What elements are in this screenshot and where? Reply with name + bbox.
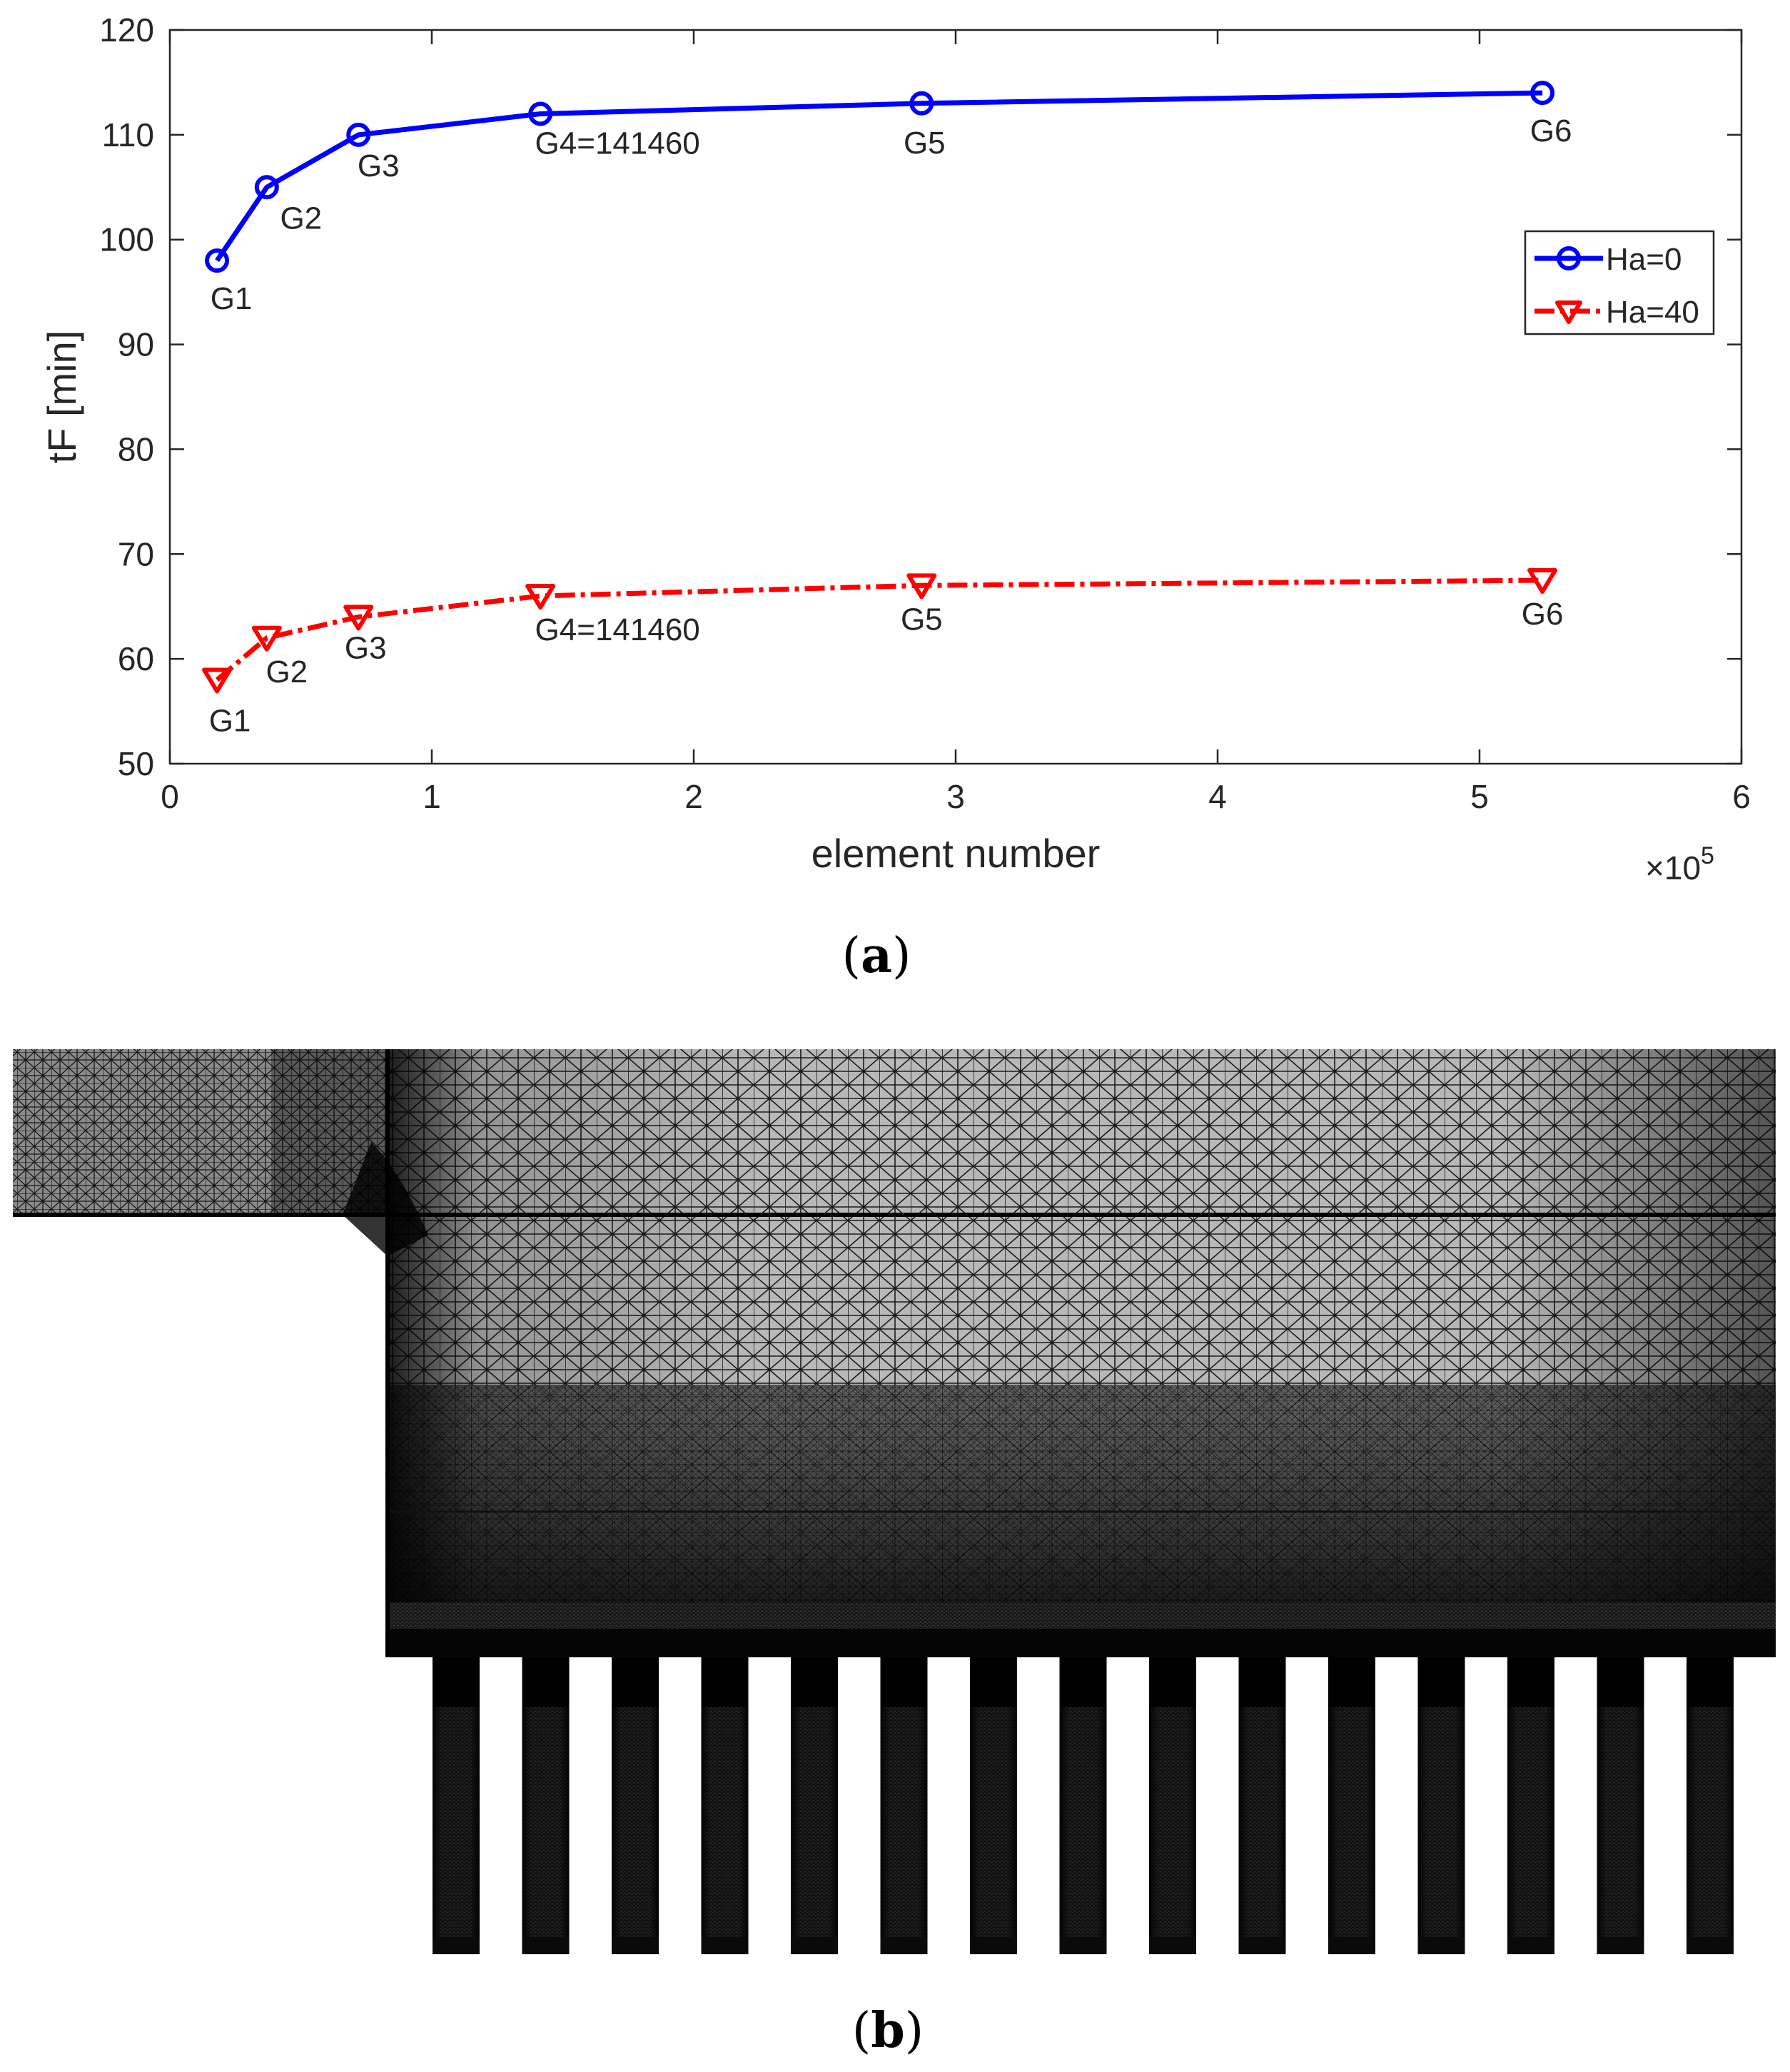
caption-b-letter: b: [871, 2002, 905, 2059]
marker-triangle: [906, 573, 937, 600]
y-tick-label: 120: [99, 11, 154, 49]
x-tick-label: 4: [1208, 778, 1227, 815]
mesh-fin-tip: [1059, 1937, 1107, 1954]
y-tick-label: 50: [118, 745, 154, 782]
point-label: G4=141460: [535, 612, 700, 647]
point-label: G5: [904, 126, 946, 161]
mesh-fin-tip: [433, 1937, 480, 1954]
point-label: G5: [901, 602, 943, 637]
series-line-0: [215, 90, 1543, 263]
x-tick-label: 0: [161, 778, 179, 815]
mesh-fin-root: [880, 1657, 928, 1707]
x-axis-label: element number: [811, 831, 1101, 876]
plot-area: [168, 29, 1743, 765]
mesh-fin-root: [791, 1657, 838, 1707]
mesh-fin-tip: [880, 1937, 928, 1954]
marker-circle: [528, 101, 553, 126]
mesh-fin-root: [612, 1657, 659, 1707]
mesh-fin-tip: [1149, 1937, 1196, 1954]
mesh-fin-tip: [701, 1937, 749, 1954]
legend-box: [1524, 230, 1715, 335]
y-tick-label: 100: [99, 221, 154, 258]
x-tick-label: 6: [1732, 778, 1751, 815]
mesh-fin-tip: [1238, 1937, 1286, 1954]
mesh-image: [13, 1049, 1776, 1954]
point-label: G6: [1522, 597, 1564, 632]
mesh-corner-dark: [343, 1142, 428, 1256]
mesh-fin-tip: [791, 1937, 838, 1954]
x-tick-label: 2: [684, 778, 703, 815]
x-tick-label: 1: [423, 778, 441, 815]
axis-ticks: 0 1 2 3 4 5 6 50 60 70 80 90 100 110 120: [99, 11, 1751, 815]
mesh-fin-root: [1597, 1657, 1644, 1707]
mesh-fin-tip: [522, 1937, 570, 1954]
point-label: G1: [209, 704, 251, 739]
marker-circle: [909, 91, 934, 116]
y-tick-label: 90: [118, 326, 154, 363]
legend-label-ha40: Ha=40: [1606, 295, 1699, 330]
marker-circle: [346, 122, 371, 147]
point-label: G2: [266, 655, 308, 689]
mesh-fin-tip: [612, 1937, 659, 1954]
x-exponent-label: ×105: [1645, 842, 1714, 886]
point-label: G2: [280, 201, 322, 236]
y-tick-label: 70: [118, 535, 154, 572]
mesh-inlet-channel: [13, 1049, 388, 1215]
point-label: G3: [345, 630, 387, 665]
mesh-fin-root: [1328, 1657, 1375, 1707]
point-label: G6: [1530, 113, 1572, 148]
y-tick-label: 80: [118, 430, 154, 468]
mesh-fin-root: [970, 1657, 1017, 1707]
point-labels: G1 G2 G3 G4=141460 G5 G6 G1 G2 G3 G4=141460 G5 G6: [209, 113, 1572, 738]
point-label: G4=141460: [535, 126, 700, 161]
y-tick-label: 110: [102, 116, 154, 153]
marker-triangle: [343, 605, 374, 631]
marker-triangle: [202, 667, 233, 694]
mesh-fins: [433, 1657, 1734, 1954]
mesh-fin-root: [1507, 1657, 1554, 1707]
mesh-fin-tip: [1687, 1937, 1734, 1954]
caption-a: (a): [841, 927, 911, 984]
mesh-fin-tip: [1328, 1937, 1375, 1954]
mesh-fin-root: [1417, 1657, 1465, 1707]
mesh-fin-root: [1059, 1657, 1107, 1707]
y-tick-label: 60: [118, 640, 154, 677]
x-exponent-base: ×10: [1645, 849, 1701, 886]
marker-triangle: [1527, 568, 1558, 594]
mesh-fin-root: [433, 1657, 480, 1707]
marker-circle: [254, 175, 279, 200]
x-exponent-power: 5: [1701, 842, 1714, 869]
mesh-chamber-fade-right: [388, 1049, 1776, 1657]
mesh-fin-root: [1687, 1657, 1734, 1707]
caption-b: (b): [852, 2002, 924, 2059]
marker-circle: [205, 248, 230, 273]
legend: Ha=0 Ha=40: [1524, 230, 1715, 335]
marker-triangle: [251, 625, 282, 652]
mesh-fin-root: [1149, 1657, 1196, 1707]
point-label: G3: [358, 148, 400, 183]
point-label: G1: [211, 281, 253, 316]
mesh-fin-tip: [1507, 1937, 1554, 1954]
mesh-fin-tip: [1597, 1937, 1644, 1954]
legend-marker-ha40: [1555, 300, 1582, 324]
marker-circle: [1530, 81, 1555, 106]
legend-label-ha0: Ha=0: [1606, 242, 1682, 277]
mesh-fin-tip: [970, 1937, 1017, 1954]
x-tick-label: 3: [946, 778, 965, 815]
series-line-1: [215, 577, 1543, 682]
caption-a-letter: a: [861, 927, 892, 984]
y-axis-label: tF [min]: [39, 330, 84, 464]
mesh-fin-tip: [1417, 1937, 1465, 1954]
mesh-chamber-bottom-dark: [388, 1629, 1776, 1657]
x-tick-label: 5: [1470, 778, 1489, 815]
series-markers: [202, 81, 1558, 694]
mesh-fin-root: [1238, 1657, 1286, 1707]
series-lines: [215, 90, 1543, 682]
marker-triangle: [525, 584, 556, 610]
legend-marker-ha0: [1557, 246, 1581, 271]
mesh-fin-root: [522, 1657, 570, 1707]
mesh-fin-root: [701, 1657, 749, 1707]
